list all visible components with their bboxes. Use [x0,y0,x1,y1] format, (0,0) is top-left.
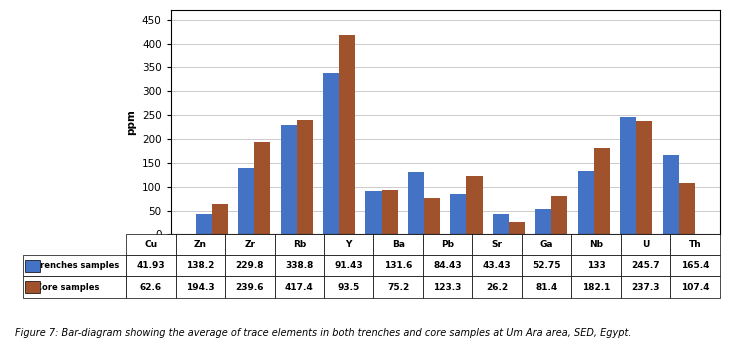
Bar [493,214,509,234]
Bar [467,175,482,234]
Bar [620,117,636,234]
Bar [365,191,381,234]
Bar [551,196,568,234]
Bar [679,183,695,234]
Bar [450,194,467,234]
Bar [594,147,610,234]
Bar [509,222,525,234]
Bar [196,214,211,234]
Bar [280,125,297,234]
Bar [297,120,313,234]
Bar [577,171,594,234]
Bar [339,35,355,234]
Bar [663,156,679,234]
Bar [255,142,270,234]
Bar [636,121,652,234]
Bar [424,198,440,234]
Bar [323,73,339,234]
Bar [408,172,424,234]
Bar [381,190,398,234]
Y-axis label: ppm: ppm [126,109,137,135]
Bar [535,209,551,234]
Bar [238,169,255,234]
Bar [211,205,228,234]
Text: Figure 7: Bar-diagram showing the average of trace elements in both trenches and: Figure 7: Bar-diagram showing the averag… [15,328,631,338]
